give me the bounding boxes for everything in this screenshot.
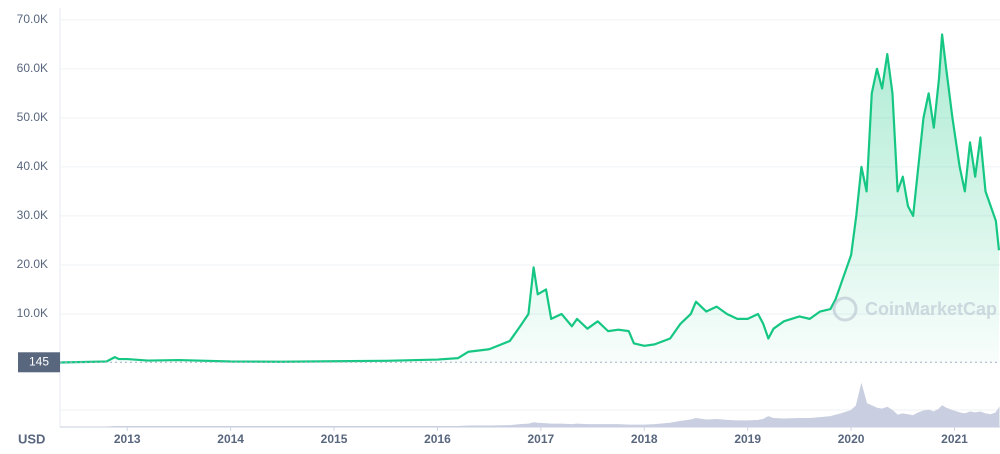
plot: 10.0K 20.0K 30.0K 40.0K 50.0K 60.0K 70.0K 2013 2… bbox=[17, 8, 1000, 446]
x-tick-label: 2018 bbox=[631, 432, 658, 446]
y-tick-label: 10.0K bbox=[17, 306, 48, 320]
x-tick-label: 2013 bbox=[114, 432, 141, 446]
marker-label: 145 bbox=[29, 354, 49, 368]
x-tick-label: 2020 bbox=[838, 432, 865, 446]
y-tick-label: 60.0K bbox=[17, 61, 48, 75]
x-tick-label: 2021 bbox=[941, 432, 968, 446]
volume-area bbox=[60, 382, 1000, 428]
x-tick-label: 2019 bbox=[734, 432, 761, 446]
x-tick-label: 2017 bbox=[528, 432, 555, 446]
y-tick-label: 40.0K bbox=[17, 159, 48, 173]
x-tick-label: 2015 bbox=[321, 432, 348, 446]
x-tick-label: 2016 bbox=[424, 432, 451, 446]
price-line bbox=[59, 33, 1000, 364]
marker-box bbox=[18, 352, 60, 373]
y-tick-label: 50.0K bbox=[17, 110, 48, 124]
watermark: CoinMarketCap bbox=[832, 296, 997, 322]
x-axis-label: USD bbox=[18, 431, 45, 446]
y-tick-label: 30.0K bbox=[17, 208, 48, 222]
price-area bbox=[60, 34, 999, 364]
y-tick-label: 70.0K bbox=[17, 12, 48, 26]
y-tick-label: 20.0K bbox=[17, 257, 48, 271]
x-tick-label: 2014 bbox=[217, 432, 244, 446]
watermark-text: CoinMarketCap bbox=[865, 299, 997, 319]
